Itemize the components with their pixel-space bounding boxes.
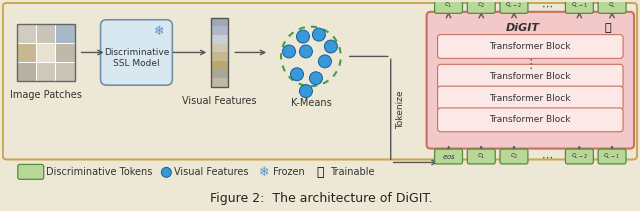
Text: Transformer Block: Transformer Block: [490, 42, 571, 51]
Bar: [36, 43, 55, 62]
Circle shape: [296, 30, 310, 43]
FancyBboxPatch shape: [500, 149, 528, 164]
FancyBboxPatch shape: [3, 3, 637, 160]
Text: Discriminative
SSL Model: Discriminative SSL Model: [104, 48, 169, 68]
Text: $\cdots$: $\cdots$: [541, 151, 552, 161]
FancyBboxPatch shape: [435, 149, 463, 164]
Text: Visual Features: Visual Features: [174, 167, 249, 177]
Bar: [211, 18, 228, 87]
Circle shape: [324, 40, 337, 53]
Circle shape: [310, 72, 323, 85]
Text: $c_2$: $c_2$: [477, 1, 486, 11]
FancyBboxPatch shape: [435, 0, 463, 13]
Text: $\cdots$: $\cdots$: [541, 1, 552, 11]
Bar: [36, 24, 55, 43]
Circle shape: [300, 45, 312, 58]
Circle shape: [319, 55, 332, 68]
Text: Image Patches: Image Patches: [10, 90, 82, 100]
Circle shape: [291, 68, 303, 81]
Circle shape: [300, 85, 312, 97]
Bar: [36, 62, 55, 81]
Circle shape: [282, 45, 296, 58]
Bar: [211, 26, 228, 35]
FancyBboxPatch shape: [18, 164, 44, 179]
Text: Transformer Block: Transformer Block: [490, 115, 571, 124]
Text: Figure 2:  The architecture of DiGIT.: Figure 2: The architecture of DiGIT.: [210, 192, 432, 205]
FancyBboxPatch shape: [438, 35, 623, 58]
Bar: [17, 43, 36, 62]
Bar: [211, 44, 228, 53]
Bar: [211, 70, 228, 78]
Text: Discriminative Tokens: Discriminative Tokens: [45, 167, 152, 177]
FancyBboxPatch shape: [438, 86, 623, 110]
Text: ❄: ❄: [154, 25, 164, 38]
Bar: [17, 24, 36, 43]
FancyBboxPatch shape: [427, 12, 634, 149]
Bar: [55, 62, 75, 81]
Text: Visual Features: Visual Features: [182, 96, 257, 106]
Bar: [211, 78, 228, 87]
Bar: [211, 61, 228, 70]
FancyBboxPatch shape: [598, 149, 626, 164]
Text: $c_{L-2}$: $c_{L-2}$: [571, 152, 588, 161]
Text: Frozen: Frozen: [273, 167, 305, 177]
Text: 🔥: 🔥: [605, 23, 611, 33]
Circle shape: [161, 167, 172, 177]
Bar: [17, 62, 36, 81]
Text: $c_{L-1}$: $c_{L-1}$: [604, 152, 621, 161]
Text: DiGIT: DiGIT: [506, 23, 540, 33]
FancyBboxPatch shape: [598, 0, 626, 13]
Bar: [211, 35, 228, 44]
Bar: [211, 53, 228, 61]
FancyBboxPatch shape: [565, 0, 593, 13]
FancyBboxPatch shape: [565, 149, 593, 164]
Text: Transformer Block: Transformer Block: [490, 72, 571, 81]
FancyBboxPatch shape: [467, 0, 495, 13]
Text: $c_L$: $c_L$: [608, 1, 616, 11]
Text: $c_{L-1}$: $c_{L-1}$: [571, 1, 588, 11]
FancyBboxPatch shape: [100, 20, 172, 85]
Text: $c_{L-2}$: $c_{L-2}$: [506, 1, 523, 11]
Text: Tokenize: Tokenize: [396, 90, 405, 129]
Bar: [55, 24, 75, 43]
Circle shape: [312, 28, 325, 41]
Text: 🔥: 🔥: [316, 166, 323, 179]
Text: ❄: ❄: [259, 166, 269, 179]
Text: K-Means: K-Means: [291, 98, 332, 108]
Text: Transformer Block: Transformer Block: [490, 93, 571, 103]
Bar: [17, 24, 75, 81]
Text: $c_1$: $c_1$: [444, 1, 452, 11]
FancyBboxPatch shape: [438, 108, 623, 132]
Text: $c_2$: $c_2$: [509, 152, 518, 161]
Bar: [55, 43, 75, 62]
Text: ⋮: ⋮: [524, 58, 536, 71]
Bar: [211, 18, 228, 26]
FancyBboxPatch shape: [500, 0, 528, 13]
FancyBboxPatch shape: [438, 64, 623, 88]
Text: $eos$: $eos$: [442, 153, 456, 161]
FancyBboxPatch shape: [467, 149, 495, 164]
Text: Trainable: Trainable: [330, 167, 374, 177]
Text: $c_1$: $c_1$: [477, 152, 486, 161]
